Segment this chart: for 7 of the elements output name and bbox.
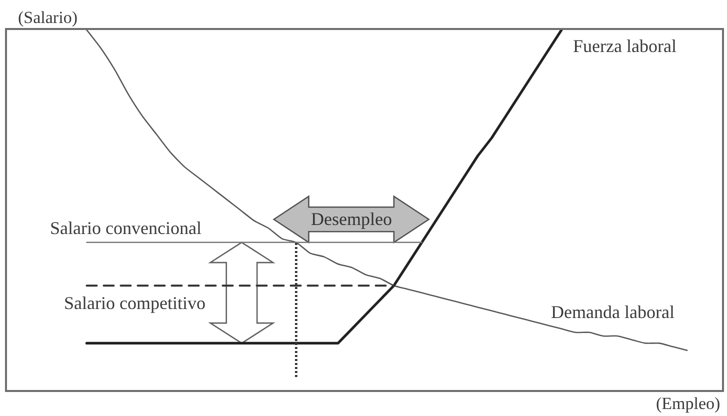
series-label: Salario convencional bbox=[50, 218, 202, 238]
series-label: Fuerza laboral bbox=[573, 36, 676, 56]
y-axis-title: (Salario) bbox=[18, 8, 78, 27]
series-label: Salario competitivo bbox=[64, 293, 206, 313]
series-label: Demanda laboral bbox=[551, 302, 674, 322]
annotation: Desempleo bbox=[311, 209, 392, 229]
x-axis-title: (Empleo) bbox=[656, 394, 720, 413]
